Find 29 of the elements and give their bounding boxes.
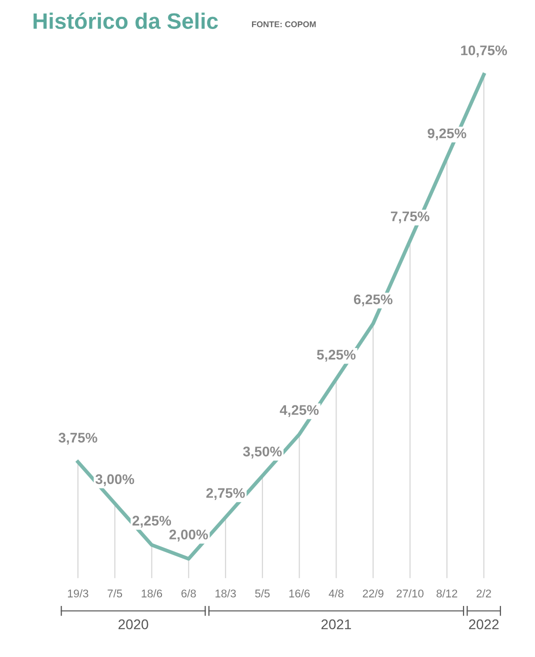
x-tick-label: 19/3 — [68, 589, 88, 598]
data-label: 2,00% — [169, 530, 208, 542]
x-tick-label: 16/6 — [289, 589, 310, 598]
chart-title: Histórico da Selic — [34, 12, 218, 29]
x-tick-label: 7/5 — [108, 589, 122, 598]
data-label: 2,25% — [132, 516, 172, 528]
data-label: 5,25% — [316, 350, 356, 362]
data-label: 2,75% — [206, 488, 245, 500]
x-tick-label: 4/8 — [328, 589, 344, 598]
data-label: 7,75% — [390, 211, 430, 224]
x-tick-label: 22/9 — [362, 589, 384, 598]
x-tick-label: 8/12 — [436, 589, 458, 598]
x-tick-label: 27/10 — [396, 589, 424, 598]
text: 2022 — [469, 619, 499, 630]
x-tick-label: 2/2 — [476, 589, 491, 598]
data-label: 4,25% — [280, 405, 319, 417]
data-label: 10,75% — [461, 45, 508, 58]
x-tick-label: 18/6 — [142, 589, 162, 598]
x-tick-label: 18/3 — [216, 589, 236, 598]
data-label: 6,25% — [354, 294, 392, 306]
x-tick-label: 5/5 — [255, 589, 270, 598]
data-label: 3,00% — [95, 474, 134, 486]
x-tick-label: 6/8 — [181, 589, 196, 598]
text: 2020 — [118, 619, 148, 630]
text: 2021 — [321, 619, 351, 630]
data-label: 3,50% — [243, 446, 282, 458]
chart-subtitle: FONTE: COPOM — [252, 21, 316, 28]
data-label: 3,75% — [58, 432, 98, 445]
data-label: 9,25% — [428, 128, 466, 140]
